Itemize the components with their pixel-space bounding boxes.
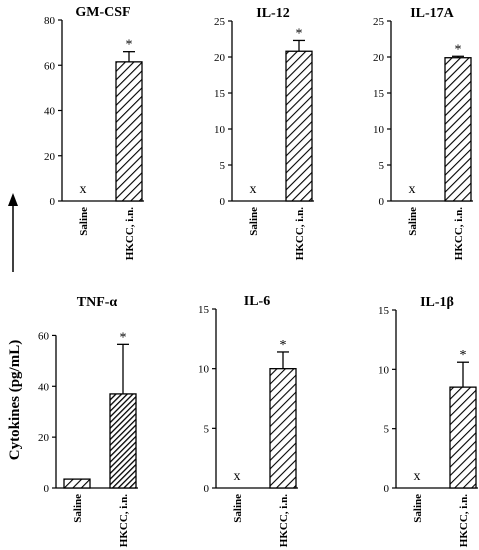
y-tick-label: 20 — [44, 151, 56, 163]
y-tick-label: 10 — [378, 364, 390, 376]
y-tick-label: 5 — [379, 160, 385, 172]
bar-hkcc-i-n — [269, 368, 297, 489]
y-tick-label: 20 — [214, 52, 226, 64]
y-tick-label: 60 — [38, 330, 50, 342]
bar-hkcc-i-n — [115, 61, 143, 202]
significance-marker: * — [296, 26, 303, 41]
bar-hkcc-i-n — [109, 393, 137, 489]
y-tick-label: 0 — [50, 196, 56, 208]
x-category-label: HKCC, i.n. — [453, 207, 465, 260]
not-detected-marker: x — [250, 182, 257, 197]
y-tick-label: 80 — [44, 15, 56, 27]
panel-title: IL-6 — [244, 294, 270, 309]
panel-5: 0 5 10 15 IL-6 x Saline * HKCC, i.n. — [198, 294, 298, 547]
x-category-label: HKCC, i.n. — [118, 494, 130, 547]
panel-title: TNF-α — [77, 295, 118, 310]
y-tick-label: 25 — [214, 16, 226, 28]
panel-title: IL-12 — [256, 6, 289, 21]
y-axis-label-group: Cytokines (pg/mL) — [7, 193, 23, 460]
y-tick-label: 15 — [378, 305, 390, 317]
y-axis-label: Cytokines (pg/mL) — [7, 340, 23, 460]
x-category-label: Saline — [72, 494, 84, 523]
panel-title: GM-CSF — [75, 5, 130, 20]
not-detected-marker: x — [234, 469, 241, 484]
y-tick-label: 5 — [204, 423, 210, 435]
not-detected-marker: x — [80, 182, 87, 197]
y-tick-label: 15 — [198, 304, 210, 316]
panel-1: 0 20 40 60 80 GM-CSF x Saline * HKCC, i.n. — [44, 5, 144, 260]
y-axis-arrow-head — [8, 193, 18, 206]
significance-marker: * — [460, 348, 467, 363]
y-tick-label: 0 — [379, 196, 385, 208]
y-tick-label: 20 — [373, 52, 385, 64]
y-tick-label: 0 — [44, 483, 50, 495]
y-tick-label: 0 — [220, 196, 226, 208]
y-tick-label: 0 — [204, 483, 210, 495]
bar-hkcc-i-n — [285, 50, 313, 202]
y-tick-label: 25 — [373, 16, 385, 28]
y-tick-label: 40 — [38, 381, 50, 393]
x-category-label: Saline — [232, 494, 244, 523]
y-tick-label: 15 — [373, 88, 385, 100]
significance-marker: * — [455, 42, 462, 57]
x-category-label: HKCC, i.n. — [458, 494, 470, 547]
significance-marker: * — [120, 330, 127, 345]
x-category-label: HKCC, i.n. — [278, 494, 290, 547]
y-tick-label: 5 — [220, 160, 226, 172]
y-tick-label: 10 — [198, 364, 210, 376]
significance-marker: * — [280, 338, 287, 353]
y-tick-label: 60 — [44, 60, 56, 72]
panel-3: 0 5 10 15 20 25 IL-17A x Saline * HKCC, i.n. — [373, 6, 473, 260]
panel-2: 0 5 10 15 20 25 IL-12 x Saline * HKCC, i.n. — [214, 6, 314, 260]
panel-6: 0 5 10 15 IL-1β x Saline * HKCC, i.n. — [378, 295, 478, 547]
not-detected-marker: x — [409, 182, 416, 197]
bar-saline — [63, 478, 91, 489]
not-detected-marker: x — [414, 469, 421, 484]
y-tick-label: 5 — [384, 424, 390, 436]
panel-4: 0 20 40 60 TNF-α Saline * HKCC, i.n. — [38, 295, 138, 547]
panel-title: IL-1β — [420, 295, 454, 310]
x-category-label: HKCC, i.n. — [294, 207, 306, 260]
y-tick-label: 15 — [214, 88, 226, 100]
x-category-label: Saline — [78, 207, 90, 236]
bar-hkcc-i-n — [444, 57, 472, 202]
y-tick-label: 40 — [44, 106, 56, 118]
significance-marker: * — [126, 38, 133, 53]
x-category-label: HKCC, i.n. — [124, 207, 136, 260]
y-tick-label: 0 — [384, 483, 390, 495]
x-category-label: Saline — [412, 494, 424, 523]
bar-hkcc-i-n — [449, 386, 477, 489]
panels: 0 20 40 60 80 GM-CSF x Saline * HKCC, i.n. 0 5 10 15 2… — [38, 5, 478, 547]
panel-title: IL-17A — [410, 6, 454, 21]
y-tick-label: 10 — [373, 124, 385, 136]
x-category-label: Saline — [248, 207, 260, 236]
y-tick-label: 10 — [214, 124, 226, 136]
y-tick-label: 20 — [38, 432, 50, 444]
x-category-label: Saline — [407, 207, 419, 236]
